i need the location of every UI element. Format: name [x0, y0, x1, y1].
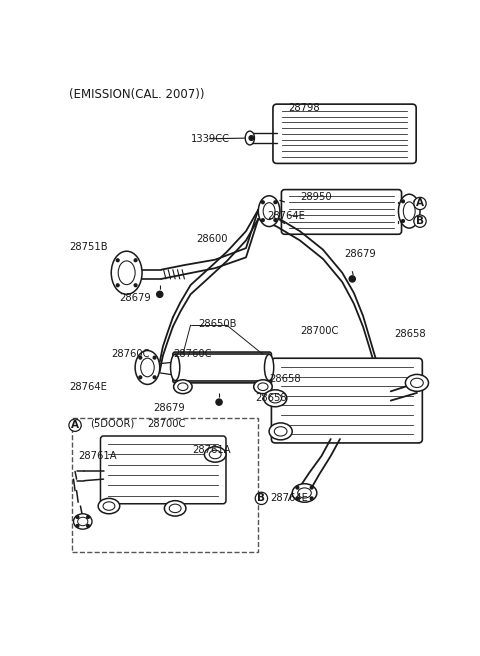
Circle shape: [310, 486, 313, 489]
Circle shape: [134, 259, 137, 262]
Text: 28679: 28679: [119, 293, 151, 303]
Circle shape: [156, 291, 163, 297]
Text: 28658: 28658: [269, 374, 301, 384]
Ellipse shape: [292, 483, 317, 502]
Text: 28761A: 28761A: [78, 451, 117, 461]
Text: 28798: 28798: [288, 103, 320, 113]
Text: 28658: 28658: [255, 393, 287, 403]
Text: 28950: 28950: [300, 192, 332, 201]
Circle shape: [76, 516, 79, 518]
FancyBboxPatch shape: [281, 190, 402, 234]
Circle shape: [87, 516, 89, 518]
Ellipse shape: [264, 354, 274, 380]
Circle shape: [87, 525, 89, 527]
Circle shape: [274, 201, 277, 203]
Circle shape: [414, 197, 426, 210]
Text: 28700C: 28700C: [300, 326, 338, 337]
Ellipse shape: [164, 501, 186, 516]
Ellipse shape: [264, 390, 287, 407]
Text: 28751B: 28751B: [69, 241, 108, 252]
Ellipse shape: [254, 380, 272, 394]
Text: 28760C: 28760C: [111, 350, 150, 359]
FancyBboxPatch shape: [271, 358, 422, 443]
Text: 28679: 28679: [154, 403, 185, 413]
Circle shape: [116, 284, 119, 287]
Text: B: B: [416, 216, 424, 226]
Circle shape: [69, 419, 81, 432]
Text: 28700C: 28700C: [147, 419, 186, 428]
Circle shape: [349, 276, 355, 282]
Circle shape: [134, 284, 137, 287]
Circle shape: [414, 220, 417, 222]
Text: A: A: [416, 199, 424, 209]
Ellipse shape: [204, 447, 226, 462]
Text: (EMISSION(CAL. 2007)): (EMISSION(CAL. 2007)): [69, 88, 204, 100]
Circle shape: [402, 220, 404, 222]
Circle shape: [153, 376, 156, 379]
Text: 28650B: 28650B: [198, 319, 237, 329]
FancyBboxPatch shape: [100, 436, 226, 504]
Circle shape: [76, 525, 79, 527]
Ellipse shape: [245, 131, 254, 145]
Text: 28679: 28679: [345, 249, 376, 259]
FancyBboxPatch shape: [173, 352, 271, 383]
FancyBboxPatch shape: [273, 104, 416, 163]
Circle shape: [274, 218, 277, 222]
Ellipse shape: [73, 514, 92, 529]
Circle shape: [139, 376, 142, 379]
Ellipse shape: [111, 251, 142, 295]
Ellipse shape: [258, 195, 280, 226]
Text: 28761A: 28761A: [192, 445, 231, 455]
Text: 28760C: 28760C: [173, 350, 211, 359]
Ellipse shape: [406, 375, 429, 392]
Circle shape: [153, 356, 156, 359]
Circle shape: [414, 200, 417, 203]
Circle shape: [249, 136, 254, 140]
Ellipse shape: [98, 499, 120, 514]
Text: B: B: [257, 493, 265, 503]
Circle shape: [310, 497, 313, 500]
Circle shape: [296, 497, 299, 500]
Text: 28600: 28600: [196, 234, 228, 244]
Circle shape: [262, 201, 264, 203]
Text: A: A: [71, 420, 79, 430]
Ellipse shape: [174, 380, 192, 394]
Ellipse shape: [135, 350, 160, 384]
Text: 28658: 28658: [394, 329, 425, 339]
Ellipse shape: [170, 354, 180, 380]
Text: (5DOOR): (5DOOR): [90, 419, 135, 428]
Text: 28764E: 28764E: [69, 382, 107, 392]
Ellipse shape: [269, 423, 292, 440]
Circle shape: [262, 218, 264, 222]
Circle shape: [296, 486, 299, 489]
Circle shape: [139, 356, 142, 359]
Circle shape: [402, 200, 404, 203]
Text: 28764E: 28764E: [271, 493, 309, 503]
Circle shape: [414, 215, 426, 228]
Bar: [72, 417, 258, 552]
Circle shape: [255, 492, 267, 504]
Text: 1339CC: 1339CC: [191, 134, 229, 144]
Ellipse shape: [398, 194, 420, 228]
Circle shape: [216, 399, 222, 405]
Text: 28764E: 28764E: [267, 211, 305, 221]
Circle shape: [116, 259, 119, 262]
